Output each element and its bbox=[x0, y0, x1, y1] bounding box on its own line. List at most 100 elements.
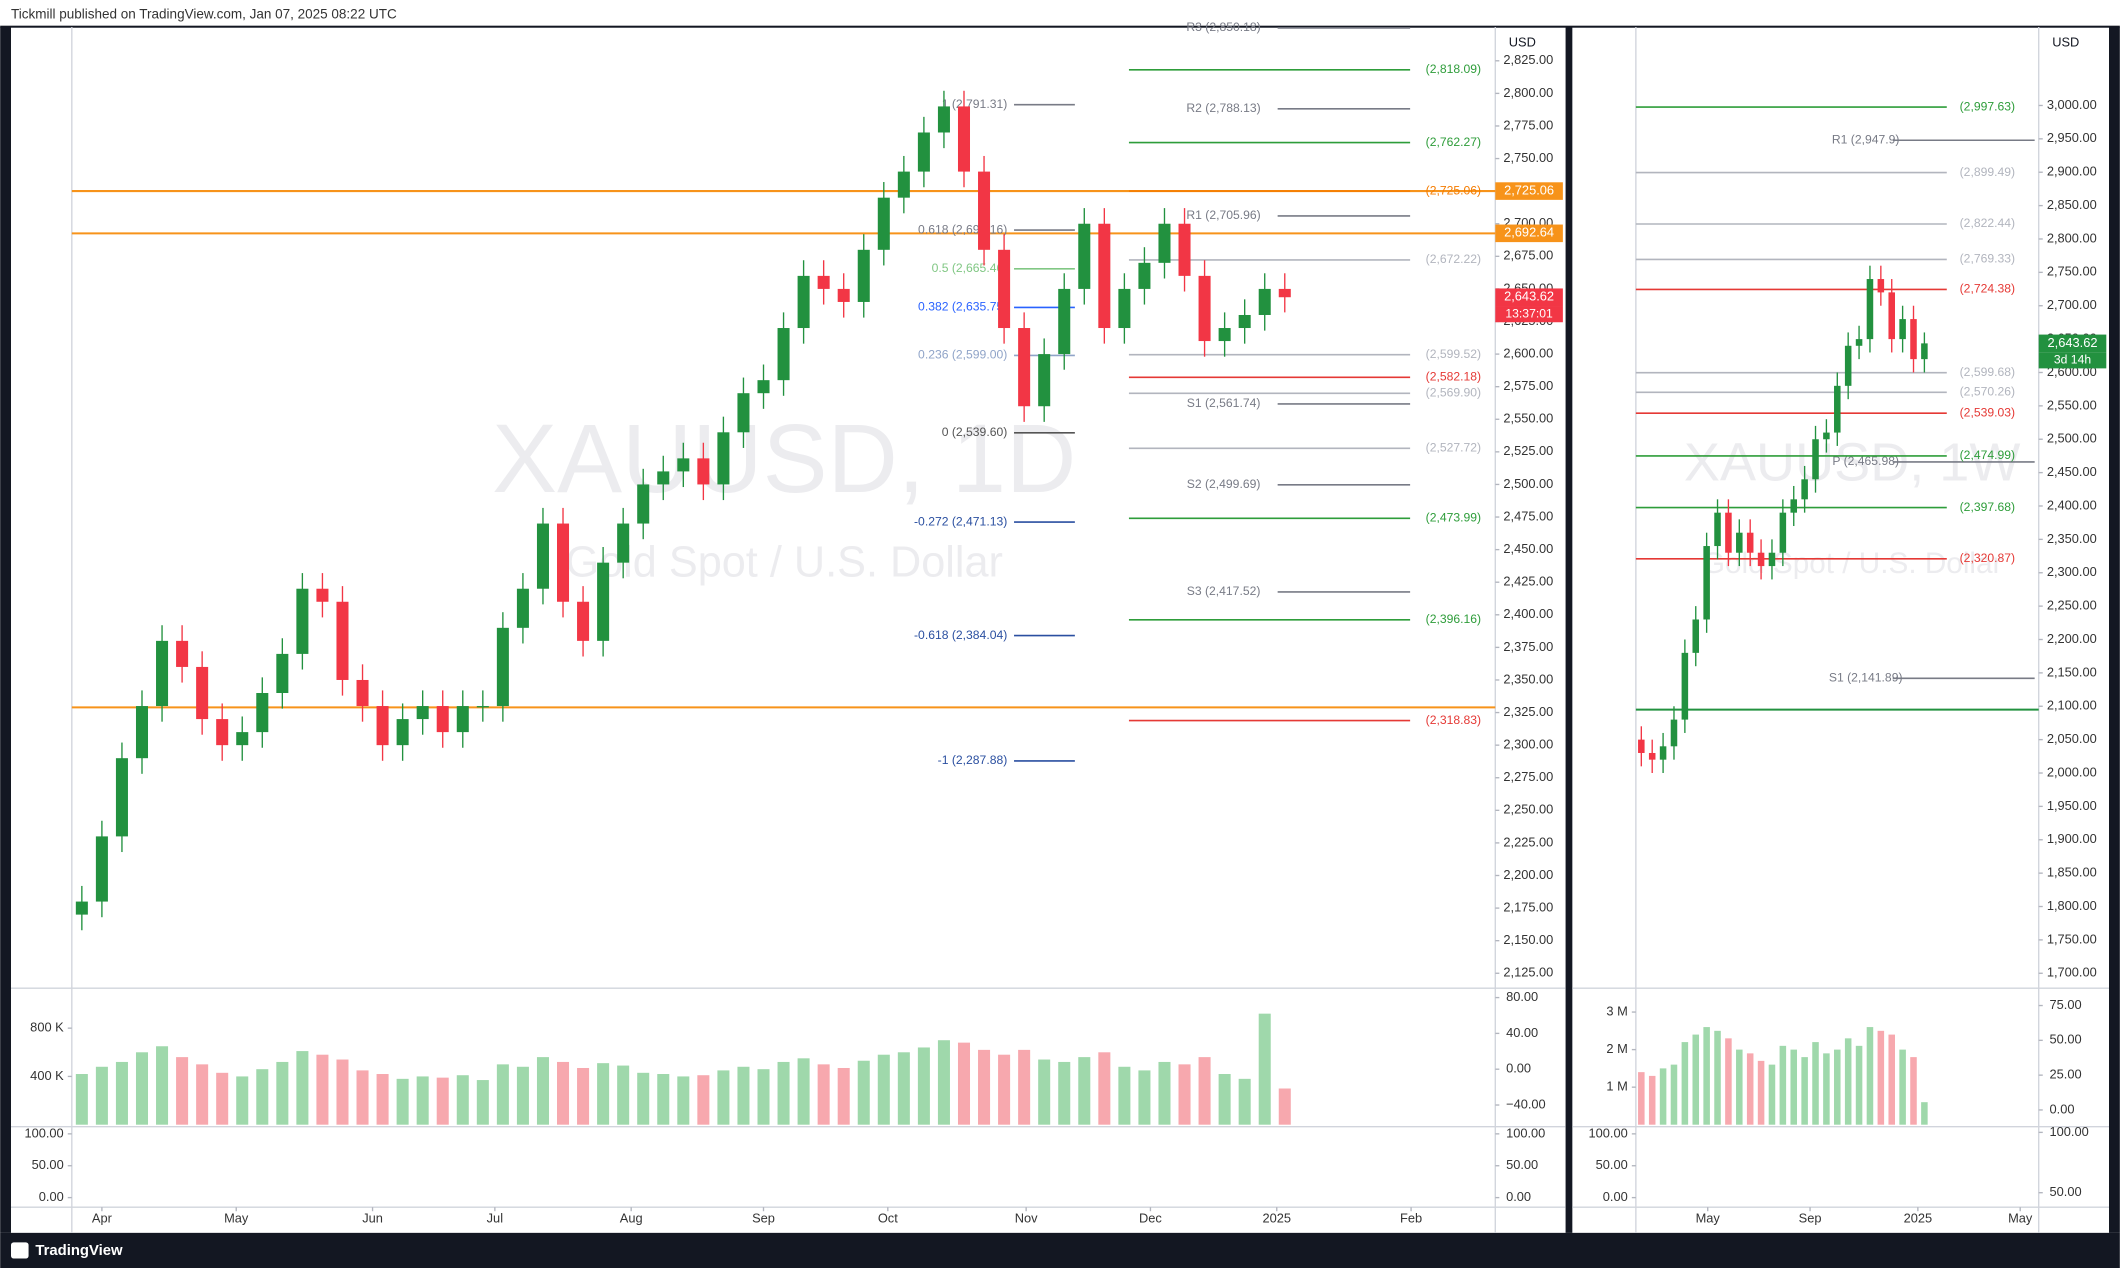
candle-body bbox=[937, 106, 950, 133]
volume-bar bbox=[1681, 1042, 1689, 1125]
candle-body bbox=[156, 640, 169, 707]
volume-bar bbox=[356, 1070, 369, 1125]
volume-bar bbox=[897, 1052, 910, 1125]
volume-bar bbox=[1768, 1064, 1776, 1125]
y2-tick-label: 0.00 bbox=[2050, 1101, 2075, 1116]
candle-body bbox=[817, 275, 830, 289]
volume-bar bbox=[156, 1046, 169, 1125]
volume-bar bbox=[657, 1074, 670, 1125]
volume-bar bbox=[1725, 1038, 1732, 1125]
candle-body bbox=[135, 706, 149, 759]
x-tick-label: Sep bbox=[1799, 1211, 1822, 1226]
candle-body bbox=[1078, 223, 1091, 289]
candle-body bbox=[717, 432, 730, 485]
level-label: 1 (2,791.31) bbox=[942, 97, 1008, 111]
candle-body bbox=[436, 706, 449, 733]
y2-tick-label: 50.00 bbox=[2050, 1032, 2082, 1047]
x-tick-label: 2025 bbox=[1904, 1211, 1933, 1226]
y-tick-label: 0.00 bbox=[39, 1189, 64, 1204]
y2-tick-label: 100.00 bbox=[2050, 1124, 2089, 1139]
candle-body bbox=[75, 901, 88, 915]
candle-body bbox=[677, 458, 690, 472]
volume-bar bbox=[1714, 1030, 1721, 1125]
candle-body bbox=[276, 653, 289, 694]
level-label: (2,320.87) bbox=[1960, 551, 2015, 565]
candle-body bbox=[456, 706, 469, 733]
y-tick-label: 2,350.00 bbox=[1503, 671, 1553, 686]
y-tick-label: 2,500.00 bbox=[1503, 476, 1553, 491]
candle-body bbox=[857, 249, 870, 302]
volume-bar bbox=[1198, 1057, 1211, 1125]
volume-bar bbox=[1855, 1045, 1863, 1125]
volume-bar bbox=[1823, 1053, 1830, 1125]
y-tick-label: 2,175.00 bbox=[1503, 899, 1553, 914]
candle-body bbox=[877, 197, 890, 250]
volume-bar bbox=[1703, 1027, 1710, 1125]
volume-bar bbox=[1692, 1034, 1700, 1125]
watermark-title: XAUUSD, 1D bbox=[492, 404, 1076, 513]
candle-body bbox=[1638, 739, 1645, 753]
level-label: 0.618 (2,695.16) bbox=[918, 222, 1007, 236]
candle-body bbox=[516, 588, 529, 628]
level-label: (2,818.09) bbox=[1426, 62, 1481, 76]
level-label: (2,599.68) bbox=[1960, 365, 2015, 379]
y-tick-label: 2,950.00 bbox=[2047, 130, 2097, 145]
y-tick-label: 2,700.00 bbox=[2047, 297, 2097, 312]
candle-body bbox=[897, 171, 910, 198]
volume-bar bbox=[115, 1061, 128, 1125]
volume-bar bbox=[336, 1059, 349, 1125]
y-tick-label: 2,850.00 bbox=[2047, 197, 2097, 212]
candle-body bbox=[557, 523, 570, 602]
footer-bar bbox=[0, 1232, 2120, 1268]
y-tick-label: 2,450.00 bbox=[1503, 541, 1553, 556]
volume-bar bbox=[1158, 1061, 1171, 1125]
volume-bar bbox=[1736, 1049, 1743, 1125]
y-tick-label: 100.00 bbox=[24, 1125, 63, 1140]
volume-bar bbox=[1118, 1066, 1131, 1125]
candle-body bbox=[1703, 546, 1710, 620]
volume-bar bbox=[176, 1057, 189, 1125]
volume-bar bbox=[837, 1067, 850, 1125]
y2-tick-label: 0.00 bbox=[1506, 1189, 1531, 1204]
y2-tick-label: 100.00 bbox=[1506, 1125, 1545, 1140]
candle-body bbox=[336, 601, 349, 680]
level-label: S1 (2,141.89) bbox=[1829, 671, 1903, 685]
volume-bar bbox=[998, 1054, 1011, 1125]
y-tick-label: 2,575.00 bbox=[1503, 378, 1553, 393]
candle-body bbox=[1118, 288, 1131, 329]
candle-body bbox=[1790, 499, 1798, 513]
y-tick-label: 2,775.00 bbox=[1503, 117, 1553, 132]
y-tick-label: 3,000.00 bbox=[2047, 97, 2097, 112]
candle-body bbox=[536, 523, 549, 589]
volume-bar bbox=[1921, 1102, 1928, 1125]
y-tick-label: 2,550.00 bbox=[1503, 411, 1553, 426]
volume-bar bbox=[1659, 1068, 1667, 1125]
level-label: P (2,465.98) bbox=[1832, 454, 1899, 468]
level-label: R2 (2,788.13) bbox=[1186, 101, 1260, 115]
volume-bar bbox=[1058, 1061, 1071, 1125]
volume-bar bbox=[1258, 1013, 1271, 1125]
candle-body bbox=[1844, 345, 1852, 386]
volume-bar bbox=[557, 1061, 570, 1125]
candle-body bbox=[1018, 328, 1031, 407]
candle-body bbox=[1757, 552, 1765, 567]
price-badge-label: 2,725.06 bbox=[1504, 182, 1554, 197]
y-tick-label: 2,125.00 bbox=[1503, 965, 1553, 980]
y-tick-label: 2,325.00 bbox=[1503, 704, 1553, 719]
volume-bar bbox=[1844, 1038, 1852, 1125]
y-tick-label: 2,400.00 bbox=[2047, 497, 2097, 512]
volume-bar bbox=[516, 1066, 529, 1125]
candle-body bbox=[697, 458, 710, 485]
volume-bar bbox=[717, 1070, 730, 1125]
volume-bar bbox=[877, 1054, 890, 1125]
y-tick-label: 1,900.00 bbox=[2047, 831, 2097, 846]
volume-bar bbox=[637, 1072, 650, 1125]
x-tick-label: Dec bbox=[1139, 1211, 1162, 1226]
candle-body bbox=[376, 706, 389, 746]
level-label: (2,474.99) bbox=[1960, 448, 2015, 462]
y-tick-label: 3 M bbox=[1606, 1003, 1627, 1018]
volume-bar bbox=[276, 1061, 289, 1125]
candle-body bbox=[1659, 746, 1667, 760]
volume-bar bbox=[256, 1069, 269, 1125]
